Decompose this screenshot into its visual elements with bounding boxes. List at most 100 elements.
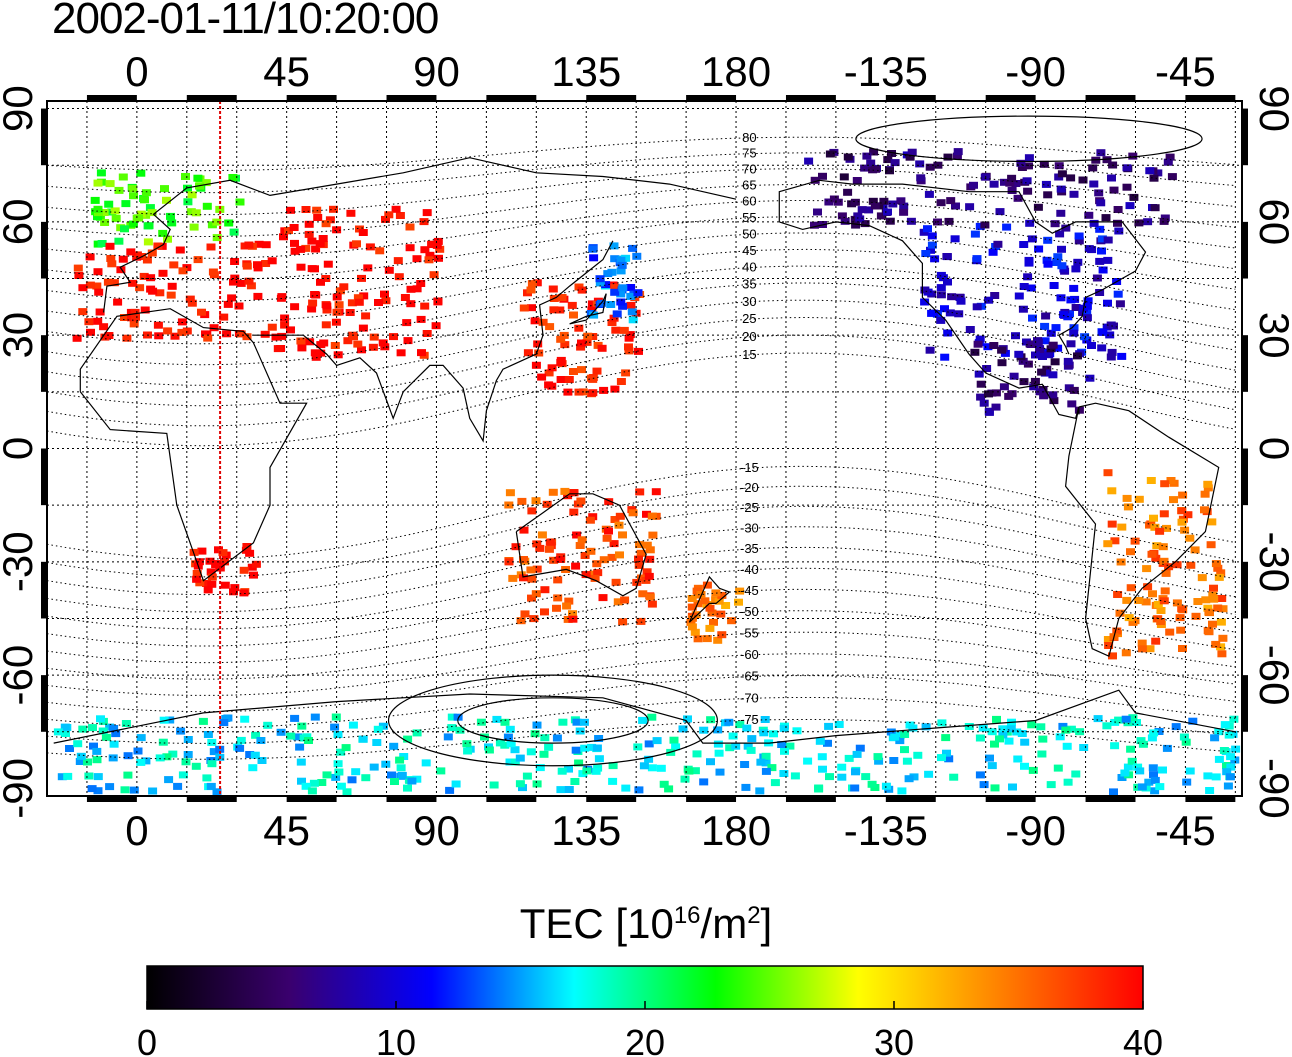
tec-cell — [223, 300, 233, 308]
tec-cell — [1071, 770, 1081, 778]
tec-cell — [975, 222, 985, 230]
magnetic-contour — [47, 631, 1236, 696]
x-tick-label-bottom: -45 — [1155, 807, 1216, 854]
tec-cell — [742, 724, 752, 732]
tec-cell — [1225, 773, 1235, 781]
tec-cell — [352, 240, 361, 248]
tec-cell — [839, 173, 849, 181]
tec-cell — [1152, 542, 1162, 550]
tec-cell — [873, 753, 883, 761]
tec-cell — [202, 330, 212, 338]
tec-cell — [1042, 256, 1052, 264]
tec-cell — [572, 718, 582, 726]
x-tick-label-bottom: -135 — [844, 807, 928, 854]
tec-cell — [717, 631, 727, 639]
tec-cell — [277, 332, 287, 340]
tec-cell — [1134, 495, 1144, 503]
tec-cell — [527, 594, 536, 602]
tec-cell — [571, 746, 581, 754]
tec-cell — [943, 329, 953, 337]
tec-cell — [944, 755, 954, 763]
tec-cell — [913, 751, 923, 759]
tec-cell — [1039, 160, 1049, 168]
tec-cell — [1175, 614, 1185, 622]
tec-cell — [358, 324, 368, 332]
frame-bar-right — [1242, 448, 1248, 506]
tec-cell — [767, 764, 777, 772]
tec-cell — [235, 744, 245, 752]
tec-cell — [1113, 206, 1123, 213]
tec-cell — [1122, 596, 1132, 604]
tec-cell — [1209, 595, 1219, 603]
tec-cell — [1121, 649, 1131, 657]
tec-cell — [98, 727, 108, 735]
tec-cell — [984, 296, 994, 304]
tec-cell — [132, 251, 142, 259]
tec-cell — [527, 304, 536, 312]
x-tick-label-top: -135 — [844, 48, 928, 95]
tec-cell — [253, 261, 262, 269]
y-tick-label-left: 30 — [0, 312, 41, 359]
tec-cell — [618, 618, 628, 626]
tec-cell — [564, 765, 573, 773]
tec-cell — [130, 308, 140, 316]
tec-cell — [433, 237, 443, 245]
tec-cell — [843, 153, 853, 161]
magnetic-contour — [47, 465, 1236, 560]
tec-cell — [690, 628, 700, 636]
tec-cell — [813, 208, 822, 216]
tec-cell — [1177, 518, 1187, 526]
tec-cell — [1137, 783, 1147, 791]
tec-cell — [1110, 742, 1120, 750]
tec-cell — [1153, 169, 1163, 177]
tec-cell — [990, 740, 999, 748]
tec-cell — [121, 720, 131, 727]
tec-cell — [192, 575, 202, 583]
tec-cell — [1197, 574, 1207, 582]
tec-cell — [756, 758, 766, 766]
tec-cell — [1204, 608, 1214, 616]
tec-cell — [348, 721, 358, 729]
frame-bar-right — [1242, 221, 1248, 279]
tec-cell — [78, 725, 88, 733]
tec-cell — [416, 280, 426, 287]
tec-cell — [333, 351, 343, 359]
tec-cell — [378, 339, 388, 347]
tec-cell — [1103, 256, 1113, 264]
tec-cell — [633, 743, 643, 751]
tec-cell — [569, 368, 578, 375]
tec-cell — [1048, 391, 1058, 399]
tec-cell — [940, 305, 949, 313]
tec-cell — [1078, 176, 1088, 184]
tec-cell — [434, 254, 443, 262]
frame-bar-top — [86, 95, 137, 101]
magnetic-pole-contour — [457, 697, 649, 744]
tec-cell — [1160, 480, 1170, 488]
tec-cell — [110, 207, 120, 215]
x-tick-label-bottom: 45 — [263, 807, 310, 854]
tec-cell — [256, 737, 266, 744]
tec-cell — [78, 284, 88, 292]
tec-cell — [1102, 722, 1112, 730]
tec-cell — [120, 786, 130, 794]
tec-cell — [761, 767, 771, 775]
tec-cell — [333, 731, 343, 738]
tec-cell — [492, 715, 502, 723]
tec-cell — [1127, 757, 1137, 765]
tec-cell — [985, 754, 994, 762]
magnetic-contour — [47, 505, 1236, 596]
tec-cell — [141, 189, 151, 197]
tec-cell — [936, 316, 946, 324]
tec-cell — [136, 758, 146, 766]
tec-cell — [235, 198, 245, 206]
tec-cell — [702, 601, 712, 608]
tec-cell — [1109, 788, 1118, 796]
tec-cell — [651, 488, 661, 496]
tec-cell — [97, 240, 107, 247]
tec-cell — [334, 768, 344, 776]
tec-cell — [530, 317, 540, 325]
tec-cell — [422, 209, 432, 217]
tec-cell — [1036, 723, 1046, 731]
tec-cell — [527, 507, 537, 515]
tec-cell — [572, 531, 582, 539]
